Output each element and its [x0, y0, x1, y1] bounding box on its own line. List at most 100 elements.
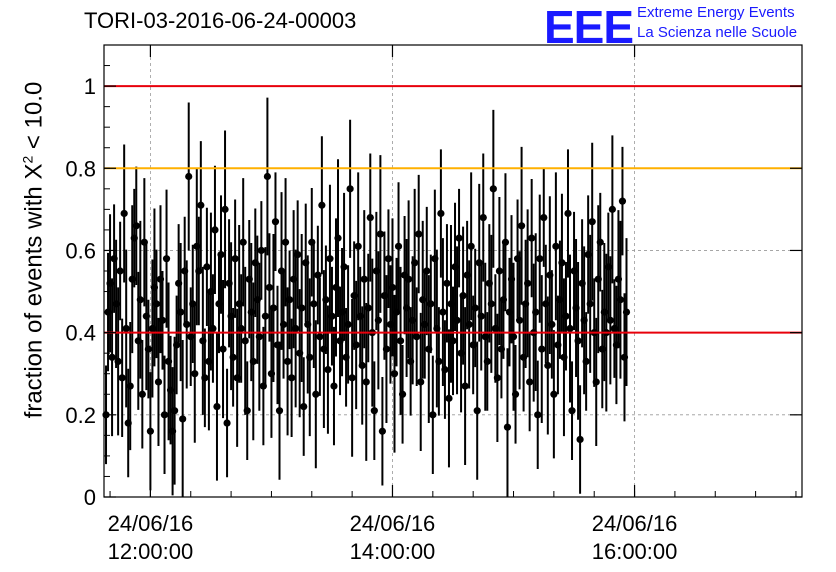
data-point [118, 374, 126, 382]
data-point [596, 238, 604, 246]
data-point [517, 222, 526, 230]
data-point [160, 411, 169, 419]
data-point [429, 411, 437, 419]
data-point [300, 403, 308, 411]
data-point [158, 316, 167, 324]
data-point [622, 308, 631, 316]
data-point [316, 333, 324, 341]
data-point [146, 427, 154, 435]
data-point [344, 320, 352, 329]
data-point [108, 353, 116, 361]
data-point [285, 296, 294, 304]
data-point [213, 403, 221, 411]
data-point [465, 320, 473, 329]
y-tick-label: 1 [84, 74, 96, 99]
data-point [384, 255, 393, 263]
data-point [243, 407, 251, 415]
data-point [360, 275, 368, 283]
data-point [269, 304, 278, 312]
data-point [203, 263, 211, 271]
data-point [138, 390, 146, 398]
data-point [288, 374, 296, 382]
data-point [310, 300, 318, 308]
data-point [144, 345, 152, 353]
data-point [390, 370, 399, 378]
data-point [173, 341, 181, 349]
data-point [279, 320, 288, 329]
x-tick-date-label: 24/06/16 [350, 511, 436, 536]
data-point [281, 238, 290, 246]
data-point [455, 234, 463, 242]
data-point [239, 238, 247, 246]
data-point [439, 308, 447, 316]
y-tick-label: 0.2 [65, 403, 96, 428]
data-point [528, 234, 536, 242]
data-point [257, 246, 265, 255]
eee-logo: EEE [544, 1, 634, 53]
data-point [324, 366, 332, 374]
data-point [191, 370, 199, 378]
data-point [334, 234, 342, 242]
data-point [241, 337, 249, 345]
data-point [318, 201, 326, 209]
data-point [388, 283, 397, 292]
data-point [261, 312, 269, 320]
data-point [219, 345, 227, 353]
data-point [586, 300, 594, 308]
data-point [548, 320, 556, 329]
data-point [582, 357, 590, 365]
data-point [417, 378, 425, 386]
y-tick-label: 0 [84, 485, 96, 510]
data-point [415, 230, 423, 238]
data-point [396, 337, 405, 345]
data-point [229, 353, 237, 361]
data-point [411, 259, 419, 267]
data-point [364, 304, 372, 312]
data-point [185, 172, 193, 181]
y-axis-label: fraction of events with X2 < 10.0 [19, 81, 48, 419]
data-point [354, 242, 362, 250]
data-point [536, 255, 544, 263]
data-point [275, 407, 284, 415]
x-tick-time-label: 12:00:00 [108, 539, 194, 564]
data-point [511, 390, 520, 398]
data-point [237, 324, 245, 333]
data-point [526, 378, 534, 386]
y-tick-label: 0.6 [65, 238, 96, 263]
data-point [328, 312, 336, 320]
data-point [509, 333, 518, 341]
data-point [394, 242, 403, 250]
data-point [362, 378, 370, 386]
data-point [574, 337, 582, 345]
data-point [197, 201, 205, 209]
data-point [265, 283, 274, 292]
data-point [162, 255, 171, 263]
data-point [114, 357, 122, 365]
data-point [558, 259, 566, 267]
data-point [398, 390, 407, 398]
data-point [544, 361, 552, 370]
data-point [179, 415, 187, 423]
data-point [177, 308, 185, 316]
data-point [201, 374, 209, 382]
x-tick-date-label: 24/06/16 [592, 511, 678, 536]
data-point [616, 296, 625, 304]
data-point [515, 316, 524, 324]
data-point [550, 390, 558, 398]
logo-subtitle-2: La Scienza nelle Scuole [637, 24, 798, 41]
data-point [564, 209, 572, 218]
y-tick-label: 0.4 [65, 321, 96, 346]
data-point [405, 275, 413, 283]
data-point [249, 357, 257, 365]
data-point [524, 279, 532, 287]
data-point [479, 213, 487, 222]
data-point [283, 357, 292, 365]
data-point [136, 296, 144, 304]
data-point [489, 185, 497, 193]
data-point [568, 407, 576, 415]
data-point [503, 423, 512, 431]
x-tick-time-label: 16:00:00 [592, 539, 678, 564]
data-point [120, 209, 128, 218]
data-point [223, 419, 231, 427]
data-point [618, 197, 627, 205]
